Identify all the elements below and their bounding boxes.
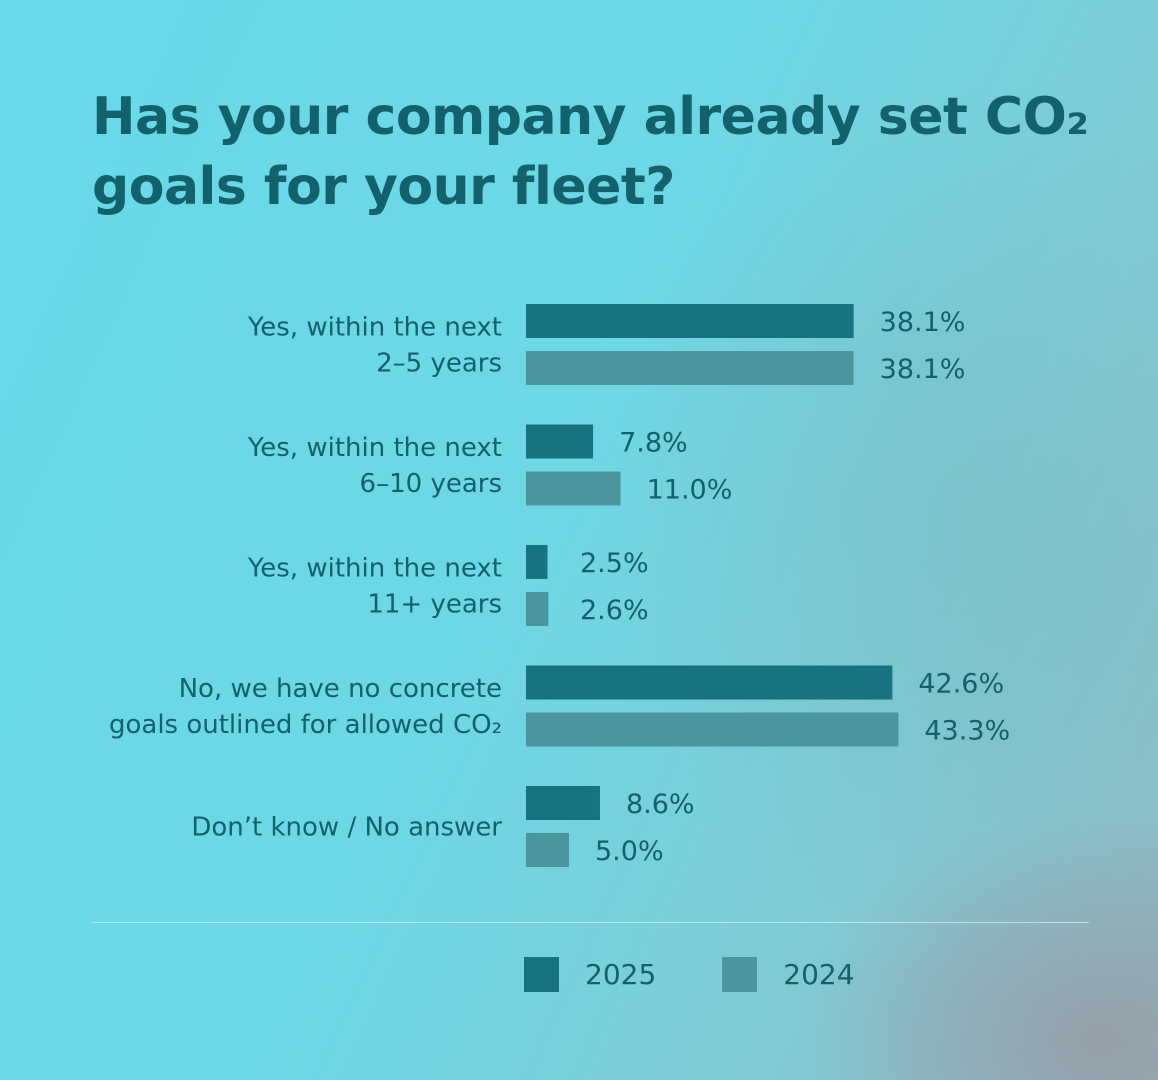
data-label-2024: 5.0% (595, 836, 664, 867)
data-label-2025: 2.5% (580, 548, 649, 579)
data-label-2025: 38.1% (880, 307, 966, 338)
category-label: Yes, within the next (247, 313, 502, 343)
bar-2024 (526, 471, 621, 506)
bar-2025 (526, 424, 594, 459)
category-label: Don’t know / No answer (191, 813, 502, 843)
category-label: Yes, within the next (247, 433, 502, 463)
bar-2025 (526, 665, 893, 700)
data-label-2024: 43.3% (924, 716, 1010, 747)
data-label-2024: 11.0% (647, 475, 733, 506)
bar-2024 (526, 712, 899, 747)
bar-chart: Yes, within the next 2–5 years 38.1% 38.1% Y… (109, 304, 1010, 867)
legend-item-2025: 2025 (524, 956, 657, 992)
data-label-2025: 7.8% (619, 428, 688, 459)
legend-swatch-2025 (524, 956, 559, 992)
bar-2025 (526, 545, 548, 579)
data-label-2025: 8.6% (626, 789, 695, 820)
legend-item-2024: 2024 (722, 956, 855, 992)
bar-2024 (526, 833, 569, 867)
data-label-2024: 2.6% (580, 595, 649, 626)
bar-2025 (526, 304, 854, 338)
data-label-2024: 38.1% (880, 354, 966, 385)
legend: 2025 2024 (524, 956, 921, 992)
category-label: No, we have no concrete (179, 674, 502, 704)
category-label: 6–10 years (360, 469, 502, 499)
category-label: 11+ years (367, 590, 502, 620)
legend-label-2024: 2024 (783, 957, 855, 991)
bar-2025 (526, 786, 600, 820)
category-label: Yes, within the next (247, 554, 502, 584)
divider (92, 922, 1089, 923)
data-label-2025: 42.6% (918, 669, 1004, 700)
chart-title: Has your company already set CO₂ goals f… (92, 87, 1089, 217)
legend-label-2025: 2025 (585, 957, 657, 991)
bar-2024 (526, 592, 549, 626)
category-label: goals outlined for allowed CO₂ (109, 710, 502, 740)
category-label: 2–5 years (376, 349, 502, 379)
legend-swatch-2024 (722, 956, 758, 992)
bar-2024 (526, 351, 854, 385)
